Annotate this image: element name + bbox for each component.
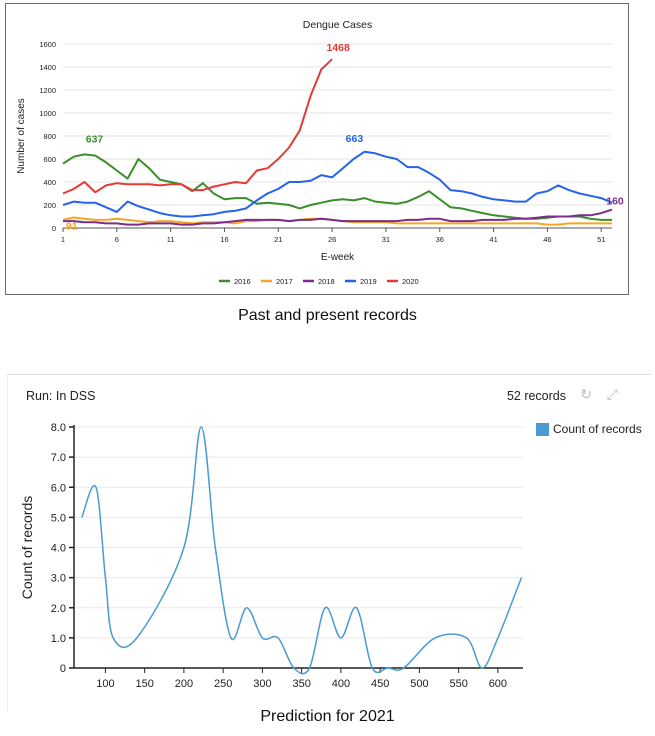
x-tick-label: 26: [328, 235, 336, 244]
y-tick-label: 1600: [39, 40, 56, 49]
x-tick-label: 250: [214, 678, 232, 690]
past-records-caption: Past and present records: [238, 307, 417, 324]
y-tick-label: 800: [43, 132, 56, 141]
x-tick-label: 450: [371, 678, 389, 690]
data-label-2017: 91: [66, 221, 78, 233]
y-tick-label: 1000: [39, 109, 56, 118]
series-line-count-of-records: [81, 426, 523, 675]
legend-count-of-records[interactable]: Count of records: [536, 422, 642, 436]
y-tick-label: 0: [60, 663, 66, 675]
x-tick-label: 31: [382, 235, 390, 244]
x-tick-label: 1: [61, 235, 65, 244]
x-tick-label: 46: [543, 235, 551, 244]
refresh-icon[interactable]: ↻: [580, 386, 592, 402]
dengue-chart-panel: Dengue Cases 0 200 400 600 800 1000 1200 1400 160…: [5, 3, 629, 295]
y-tick-label: 7.0: [51, 452, 66, 464]
y-tick-label: 2.0: [51, 603, 66, 615]
x-tick-label: 500: [410, 678, 428, 690]
legend-swatch: [536, 422, 549, 436]
record-count: 52 records: [506, 389, 566, 403]
x-tick-label: 36: [436, 235, 444, 244]
x-tick-label: 200: [175, 678, 193, 690]
legend-label: Count of records: [553, 422, 642, 436]
x-axis-label: E-week: [321, 252, 355, 263]
x-tick-label: 6: [115, 235, 119, 244]
series-line-2019: [62, 150, 613, 218]
y-tick-label: 1400: [39, 63, 56, 72]
y-tick-label: 400: [43, 178, 56, 187]
data-label-2016: 637: [86, 133, 104, 145]
legend-label-2018: 2018: [318, 277, 335, 286]
data-label-2019: 663: [346, 133, 364, 145]
x-tick-label: 100: [96, 678, 114, 690]
prediction-chart-svg: 0 1.0 2.0 3.0 4.0 5.0 6.0 7.0 8.0 100 150 200 250 300…: [19, 422, 523, 690]
dengue-chart-svg: Dengue Cases 0 200 400 600 800 1000 1200 1400 160…: [16, 19, 624, 286]
x-tick-label: 51: [597, 235, 605, 244]
data-label-2020: 1468: [326, 42, 350, 54]
run-label: Run: In DSS: [26, 389, 96, 403]
x-tick-label: 400: [332, 678, 350, 690]
legend-label-2020: 2020: [402, 277, 419, 286]
y-axis-label: Count of records: [19, 496, 35, 600]
series-line-2016: [62, 153, 612, 221]
y-tick-label: 600: [43, 155, 56, 164]
legend-label-2016: 2016: [234, 277, 251, 286]
x-tick-label: 350: [292, 678, 310, 690]
x-tick-label: 21: [274, 235, 282, 244]
y-tick-label: 8.0: [51, 422, 66, 434]
x-tick-label: 550: [449, 678, 467, 690]
y-axis-label: Number of cases: [16, 98, 27, 174]
data-label-2018: 160: [606, 196, 624, 208]
x-tick-label: 600: [489, 678, 507, 690]
chart-title: Dengue Cases: [303, 19, 372, 31]
y-tick-label: 1.0: [51, 633, 66, 645]
x-tick-label: 11: [167, 235, 175, 244]
legend-label-2017: 2017: [276, 277, 293, 286]
y-tick-label: 200: [43, 201, 56, 210]
y-tick-label: 0: [52, 224, 56, 233]
legend-label-2019: 2019: [360, 277, 377, 286]
x-tick-label: 41: [489, 235, 497, 244]
y-tick-label: 5.0: [51, 512, 66, 524]
prediction-chart-panel: Run: In DSS 52 records ↻ ⤢ Count of reco…: [7, 374, 652, 712]
expand-icon[interactable]: ⤢: [606, 386, 618, 402]
series-line-2018: [63, 208, 613, 226]
series-line-2020: [62, 58, 333, 195]
x-tick-label: 16: [220, 235, 228, 244]
x-tick-label: 150: [135, 678, 153, 690]
y-tick-label: 3.0: [51, 573, 66, 585]
y-tick-label: 4.0: [51, 543, 66, 555]
x-tick-label: 300: [253, 678, 271, 690]
prediction-caption: Prediction for 2021: [260, 708, 395, 725]
y-tick-label: 1200: [39, 86, 56, 95]
y-tick-label: 6.0: [51, 482, 66, 494]
